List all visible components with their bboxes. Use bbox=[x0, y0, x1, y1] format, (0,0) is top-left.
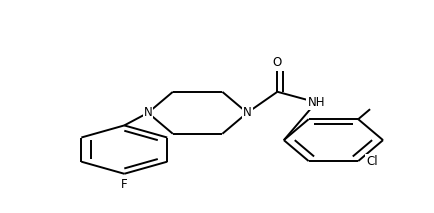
Text: O: O bbox=[273, 56, 282, 69]
Text: NH: NH bbox=[307, 96, 325, 109]
Text: N: N bbox=[243, 106, 252, 119]
Text: N: N bbox=[144, 106, 152, 119]
Text: Cl: Cl bbox=[366, 155, 378, 168]
Text: F: F bbox=[121, 178, 128, 191]
